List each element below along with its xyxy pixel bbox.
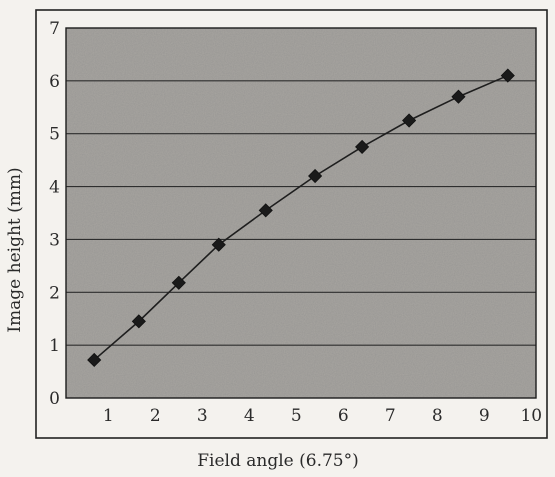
x-tick-label: 9	[479, 406, 490, 426]
data-point	[402, 113, 417, 128]
figure-frame	[35, 9, 548, 439]
y-tick-label: 6	[49, 72, 60, 92]
y-tick-label: 2	[49, 283, 60, 303]
x-tick-label: 4	[244, 406, 255, 426]
x-tick-label: 3	[197, 406, 208, 426]
data-point	[308, 168, 323, 184]
y-tick-label: 3	[49, 230, 60, 250]
y-tick-label: 7	[49, 19, 60, 39]
data-point	[355, 139, 370, 154]
x-tick-label: 7	[385, 406, 396, 426]
data-point	[451, 89, 466, 104]
data-point	[131, 314, 146, 329]
data-point	[211, 237, 226, 252]
x-axis-label: Field angle (6.75°)	[197, 451, 359, 471]
x-tick-label: 8	[432, 406, 443, 426]
y-tick-label: 0	[49, 389, 60, 409]
plot-border	[65, 27, 537, 399]
data-point	[171, 275, 186, 290]
y-tick-label: 5	[49, 125, 60, 145]
x-tick-label: 2	[150, 406, 161, 426]
x-tick-label: 5	[291, 406, 302, 426]
y-tick-label: 1	[49, 336, 60, 356]
y-axis-label: Image height (mm)	[5, 167, 25, 332]
x-tick-label: 10	[520, 406, 542, 426]
data-point	[500, 68, 515, 83]
x-tick-label: 1	[103, 406, 114, 426]
y-tick-label: 4	[49, 178, 60, 198]
x-tick-label: 6	[338, 406, 349, 426]
data-point	[87, 352, 102, 368]
plot-texture	[66, 28, 536, 398]
series-line	[93, 74, 509, 361]
data-point	[258, 203, 273, 218]
